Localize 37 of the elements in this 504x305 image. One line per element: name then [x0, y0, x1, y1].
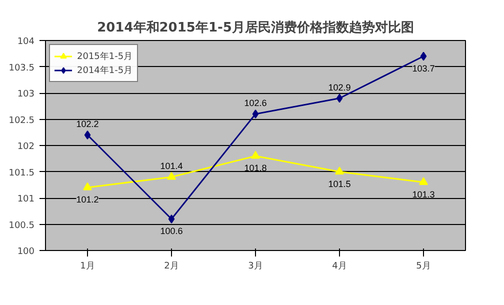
data-label: 101.8	[244, 163, 267, 173]
data-label: 103.7	[412, 63, 435, 74]
y-tick-label: 102.5	[8, 116, 34, 126]
legend-label: 2014年1-5月	[77, 64, 133, 77]
y-tick-label: 103	[17, 90, 35, 100]
data-label: 102.6	[244, 98, 267, 108]
data-label: 102.2	[76, 119, 99, 129]
data-label: 101.4	[160, 161, 183, 171]
data-label: 101.3	[412, 189, 435, 200]
y-tick-label: 101.5	[8, 168, 34, 178]
data-label: 101.2	[76, 194, 99, 204]
y-tick-label: 104	[17, 37, 35, 47]
x-tick-label: 4月	[332, 262, 347, 272]
point	[336, 94, 343, 103]
y-tick-label: 101	[17, 194, 35, 204]
point	[251, 150, 260, 159]
point	[419, 177, 428, 186]
point	[167, 172, 176, 180]
x-tick-label: 3月	[248, 262, 263, 272]
chart-title: 2014年和2015年1-5月居民消费价格指数趋势对比图	[97, 20, 414, 36]
point	[252, 110, 259, 118]
point	[168, 214, 175, 224]
point	[335, 166, 344, 175]
legend-label: 2015年1-5月	[77, 50, 133, 63]
data-label: 101.5	[328, 178, 351, 189]
data-label: 100.6	[160, 226, 183, 236]
x-tick-label: 1月	[80, 262, 95, 272]
point	[83, 182, 92, 190]
y-tick-label: 100	[17, 247, 35, 257]
y-tick-label: 103.5	[8, 63, 34, 74]
point	[420, 52, 427, 61]
y-tick-label: 100.5	[8, 220, 34, 231]
y-tick-label: 102	[17, 142, 35, 152]
point	[84, 130, 91, 140]
data-label: 102.9	[328, 82, 351, 92]
x-tick-label: 2月	[164, 262, 179, 272]
x-tick-label: 5月	[416, 262, 431, 272]
